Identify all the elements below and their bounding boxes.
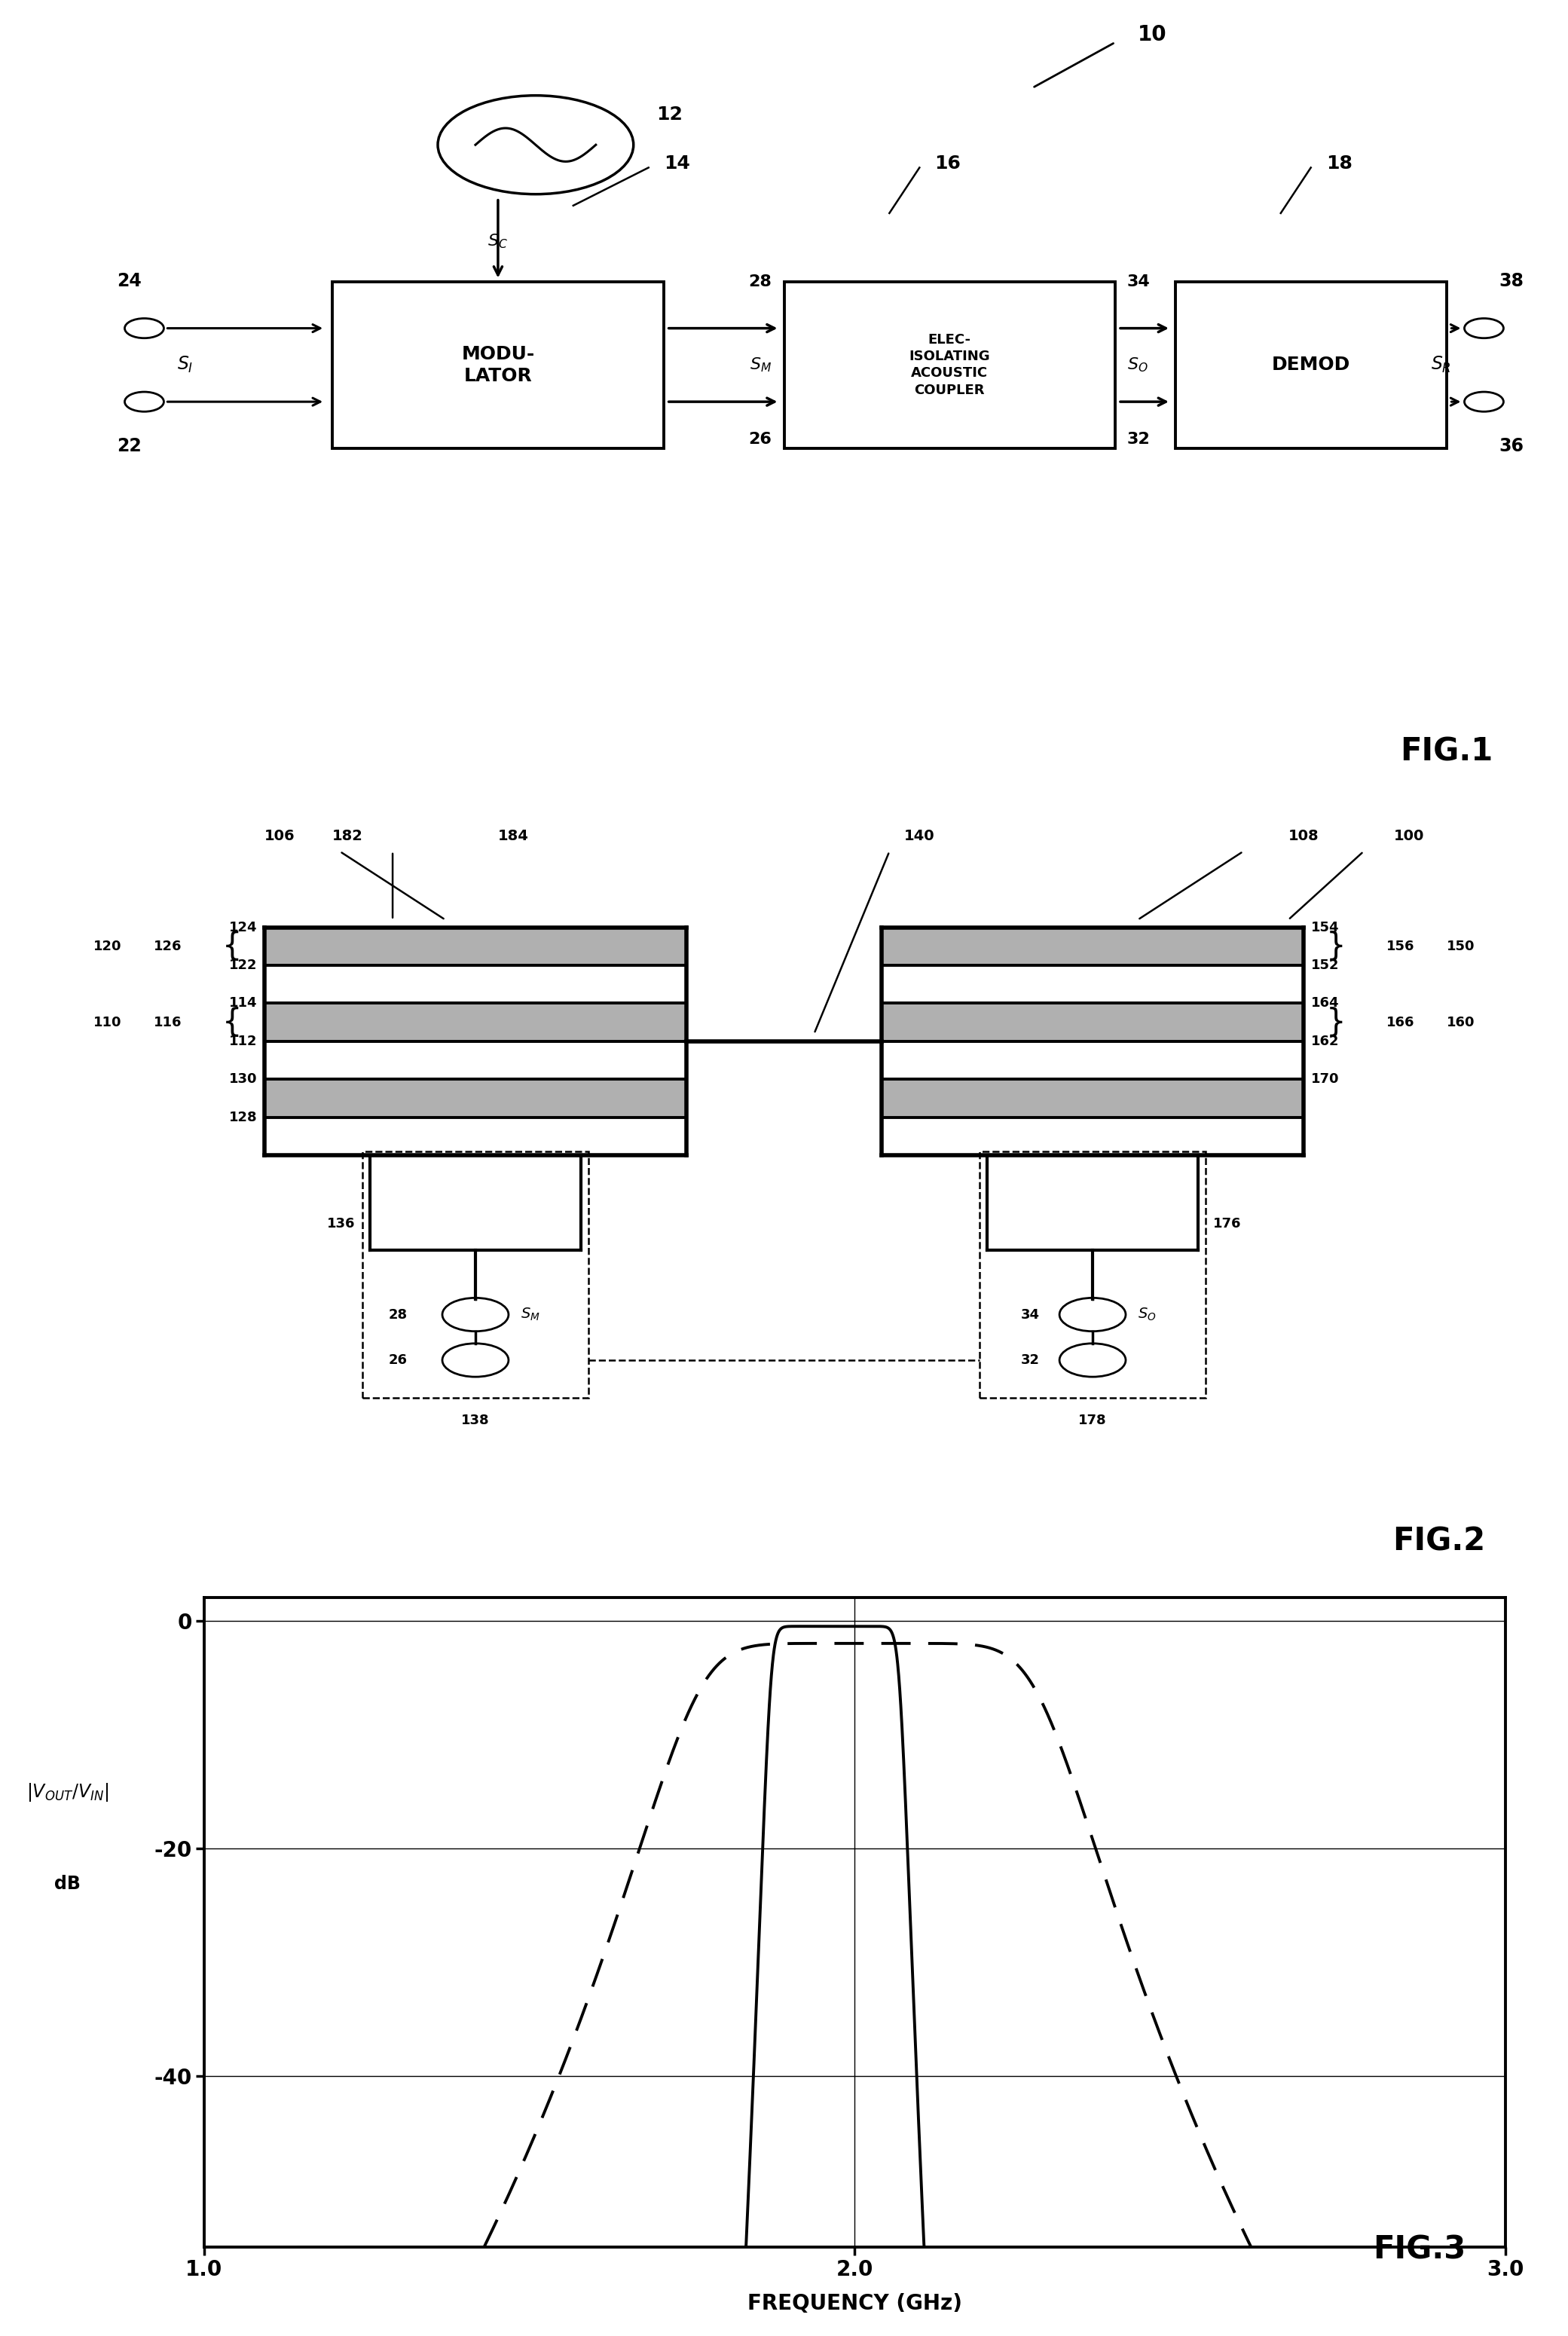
Text: 108: 108: [1287, 829, 1319, 843]
Text: 26: 26: [748, 432, 771, 446]
Text: 176: 176: [1214, 1217, 1242, 1231]
Text: 140: 140: [905, 829, 935, 843]
Text: 120: 120: [94, 939, 122, 953]
Text: }: }: [1327, 1007, 1345, 1037]
Text: 152: 152: [1311, 958, 1339, 972]
Text: $S_R$: $S_R$: [1430, 355, 1450, 374]
Text: 160: 160: [1446, 1016, 1474, 1030]
Text: DEMOD: DEMOD: [1272, 355, 1350, 374]
Text: 122: 122: [229, 958, 257, 972]
Text: 178: 178: [1079, 1413, 1107, 1427]
Bar: [265, 1004, 687, 1042]
Text: 130: 130: [229, 1072, 257, 1086]
Text: 34: 34: [1021, 1308, 1040, 1322]
Text: $S_I$: $S_I$: [177, 355, 193, 374]
Text: 150: 150: [1446, 939, 1474, 953]
Text: 26: 26: [389, 1353, 408, 1367]
Text: dB: dB: [53, 1873, 80, 1892]
Text: FIG.3: FIG.3: [1372, 2233, 1466, 2266]
Text: 24: 24: [118, 273, 141, 290]
Text: 32: 32: [1021, 1353, 1040, 1367]
Text: $S_O$: $S_O$: [1127, 355, 1148, 374]
Text: 112: 112: [229, 1035, 257, 1049]
Bar: [881, 927, 1303, 965]
Bar: [332, 280, 663, 449]
Text: 182: 182: [332, 829, 362, 843]
Text: 126: 126: [154, 939, 182, 953]
Text: 164: 164: [1311, 997, 1339, 1009]
Bar: [784, 280, 1115, 449]
Text: $|V_{OUT}/V_{IN}|$: $|V_{OUT}/V_{IN}|$: [27, 1782, 108, 1803]
Bar: [881, 1004, 1303, 1042]
Text: 36: 36: [1499, 437, 1524, 456]
Text: {: {: [223, 930, 241, 962]
Bar: [362, 1152, 588, 1397]
Bar: [265, 927, 687, 965]
Text: MODU-
LATOR: MODU- LATOR: [461, 346, 535, 385]
Text: FIG.2: FIG.2: [1392, 1525, 1485, 1558]
Bar: [881, 1117, 1303, 1154]
Text: 28: 28: [748, 273, 771, 290]
Text: 22: 22: [118, 437, 141, 456]
Text: 166: 166: [1386, 1016, 1414, 1030]
Text: 124: 124: [229, 920, 257, 934]
Text: 110: 110: [94, 1016, 122, 1030]
Text: 10: 10: [1138, 23, 1167, 44]
Text: 100: 100: [1394, 829, 1424, 843]
Text: 156: 156: [1386, 939, 1414, 953]
Text: 170: 170: [1311, 1072, 1339, 1086]
Bar: [881, 1079, 1303, 1117]
Text: 34: 34: [1127, 273, 1151, 290]
Text: {: {: [223, 1007, 241, 1037]
Text: $S_C$: $S_C$: [488, 231, 508, 250]
Bar: [980, 1152, 1206, 1397]
Text: ELEC-
ISOLATING
ACOUSTIC
COUPLER: ELEC- ISOLATING ACOUSTIC COUPLER: [909, 334, 989, 397]
Bar: [1176, 280, 1446, 449]
Text: 114: 114: [229, 997, 257, 1009]
Text: 154: 154: [1311, 920, 1339, 934]
Bar: [881, 1042, 1303, 1079]
Text: 28: 28: [389, 1308, 408, 1322]
Text: 14: 14: [663, 154, 690, 173]
Text: 106: 106: [265, 829, 295, 843]
Text: 12: 12: [655, 105, 682, 124]
Text: $S_M$: $S_M$: [521, 1306, 539, 1322]
Text: 136: 136: [326, 1217, 354, 1231]
Bar: [881, 965, 1303, 1004]
Text: 32: 32: [1127, 432, 1151, 446]
Bar: [265, 1117, 687, 1154]
Text: 16: 16: [935, 154, 961, 173]
Bar: [265, 965, 687, 1004]
Text: FIG.1: FIG.1: [1400, 736, 1493, 766]
Text: 38: 38: [1499, 273, 1524, 290]
Text: 128: 128: [229, 1110, 257, 1124]
Text: 116: 116: [154, 1016, 182, 1030]
Bar: [265, 1079, 687, 1117]
Text: }: }: [1327, 930, 1345, 962]
Text: 18: 18: [1327, 154, 1352, 173]
Text: $S_O$: $S_O$: [1138, 1306, 1156, 1322]
Text: 184: 184: [497, 829, 528, 843]
Text: 138: 138: [461, 1413, 489, 1427]
Text: $S_M$: $S_M$: [750, 355, 771, 374]
Bar: [265, 1042, 687, 1079]
X-axis label: FREQUENCY (GHz): FREQUENCY (GHz): [748, 2294, 961, 2315]
Text: 162: 162: [1311, 1035, 1339, 1049]
